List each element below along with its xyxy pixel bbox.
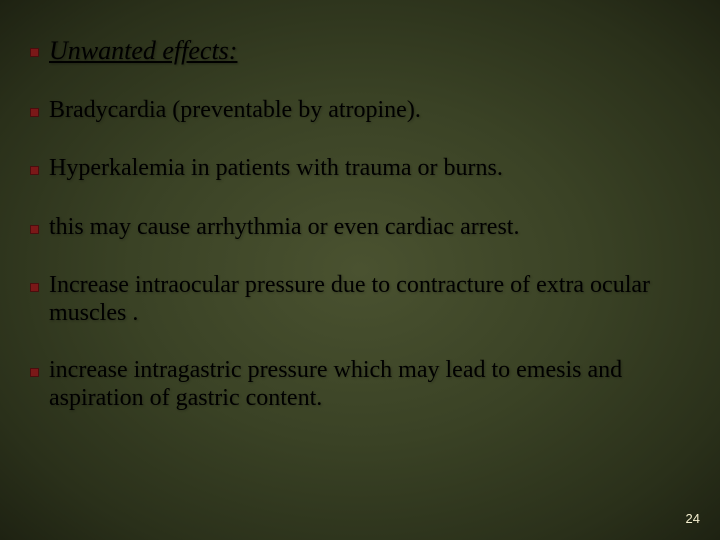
list-item-text: Increase intraocular pressure due to con…	[49, 271, 690, 328]
list-item: Increase intraocular pressure due to con…	[30, 271, 690, 328]
list-item-text: Bradycardia (preventable by atropine).	[49, 96, 421, 124]
bullet-icon	[30, 108, 39, 117]
list-item: Hyperkalemia in patients with trauma or …	[30, 154, 690, 182]
list-item: Bradycardia (preventable by atropine).	[30, 96, 690, 124]
bullet-icon	[30, 166, 39, 175]
slide-container: Unwanted effects: Bradycardia (preventab…	[0, 0, 720, 540]
bullet-icon	[30, 368, 39, 377]
list-item-text: increase intragastric pressure which may…	[49, 356, 690, 413]
heading-row: Unwanted effects:	[30, 36, 690, 66]
bullet-icon	[30, 283, 39, 292]
bullet-icon	[30, 225, 39, 234]
list-item-text: this may cause arrhythmia or even cardia…	[49, 213, 519, 241]
slide-heading: Unwanted effects:	[49, 36, 237, 66]
list-item: this may cause arrhythmia or even cardia…	[30, 213, 690, 241]
page-number: 24	[686, 511, 700, 526]
list-item-text: Hyperkalemia in patients with trauma or …	[49, 154, 503, 182]
list-item: increase intragastric pressure which may…	[30, 356, 690, 413]
bullet-icon	[30, 48, 39, 57]
